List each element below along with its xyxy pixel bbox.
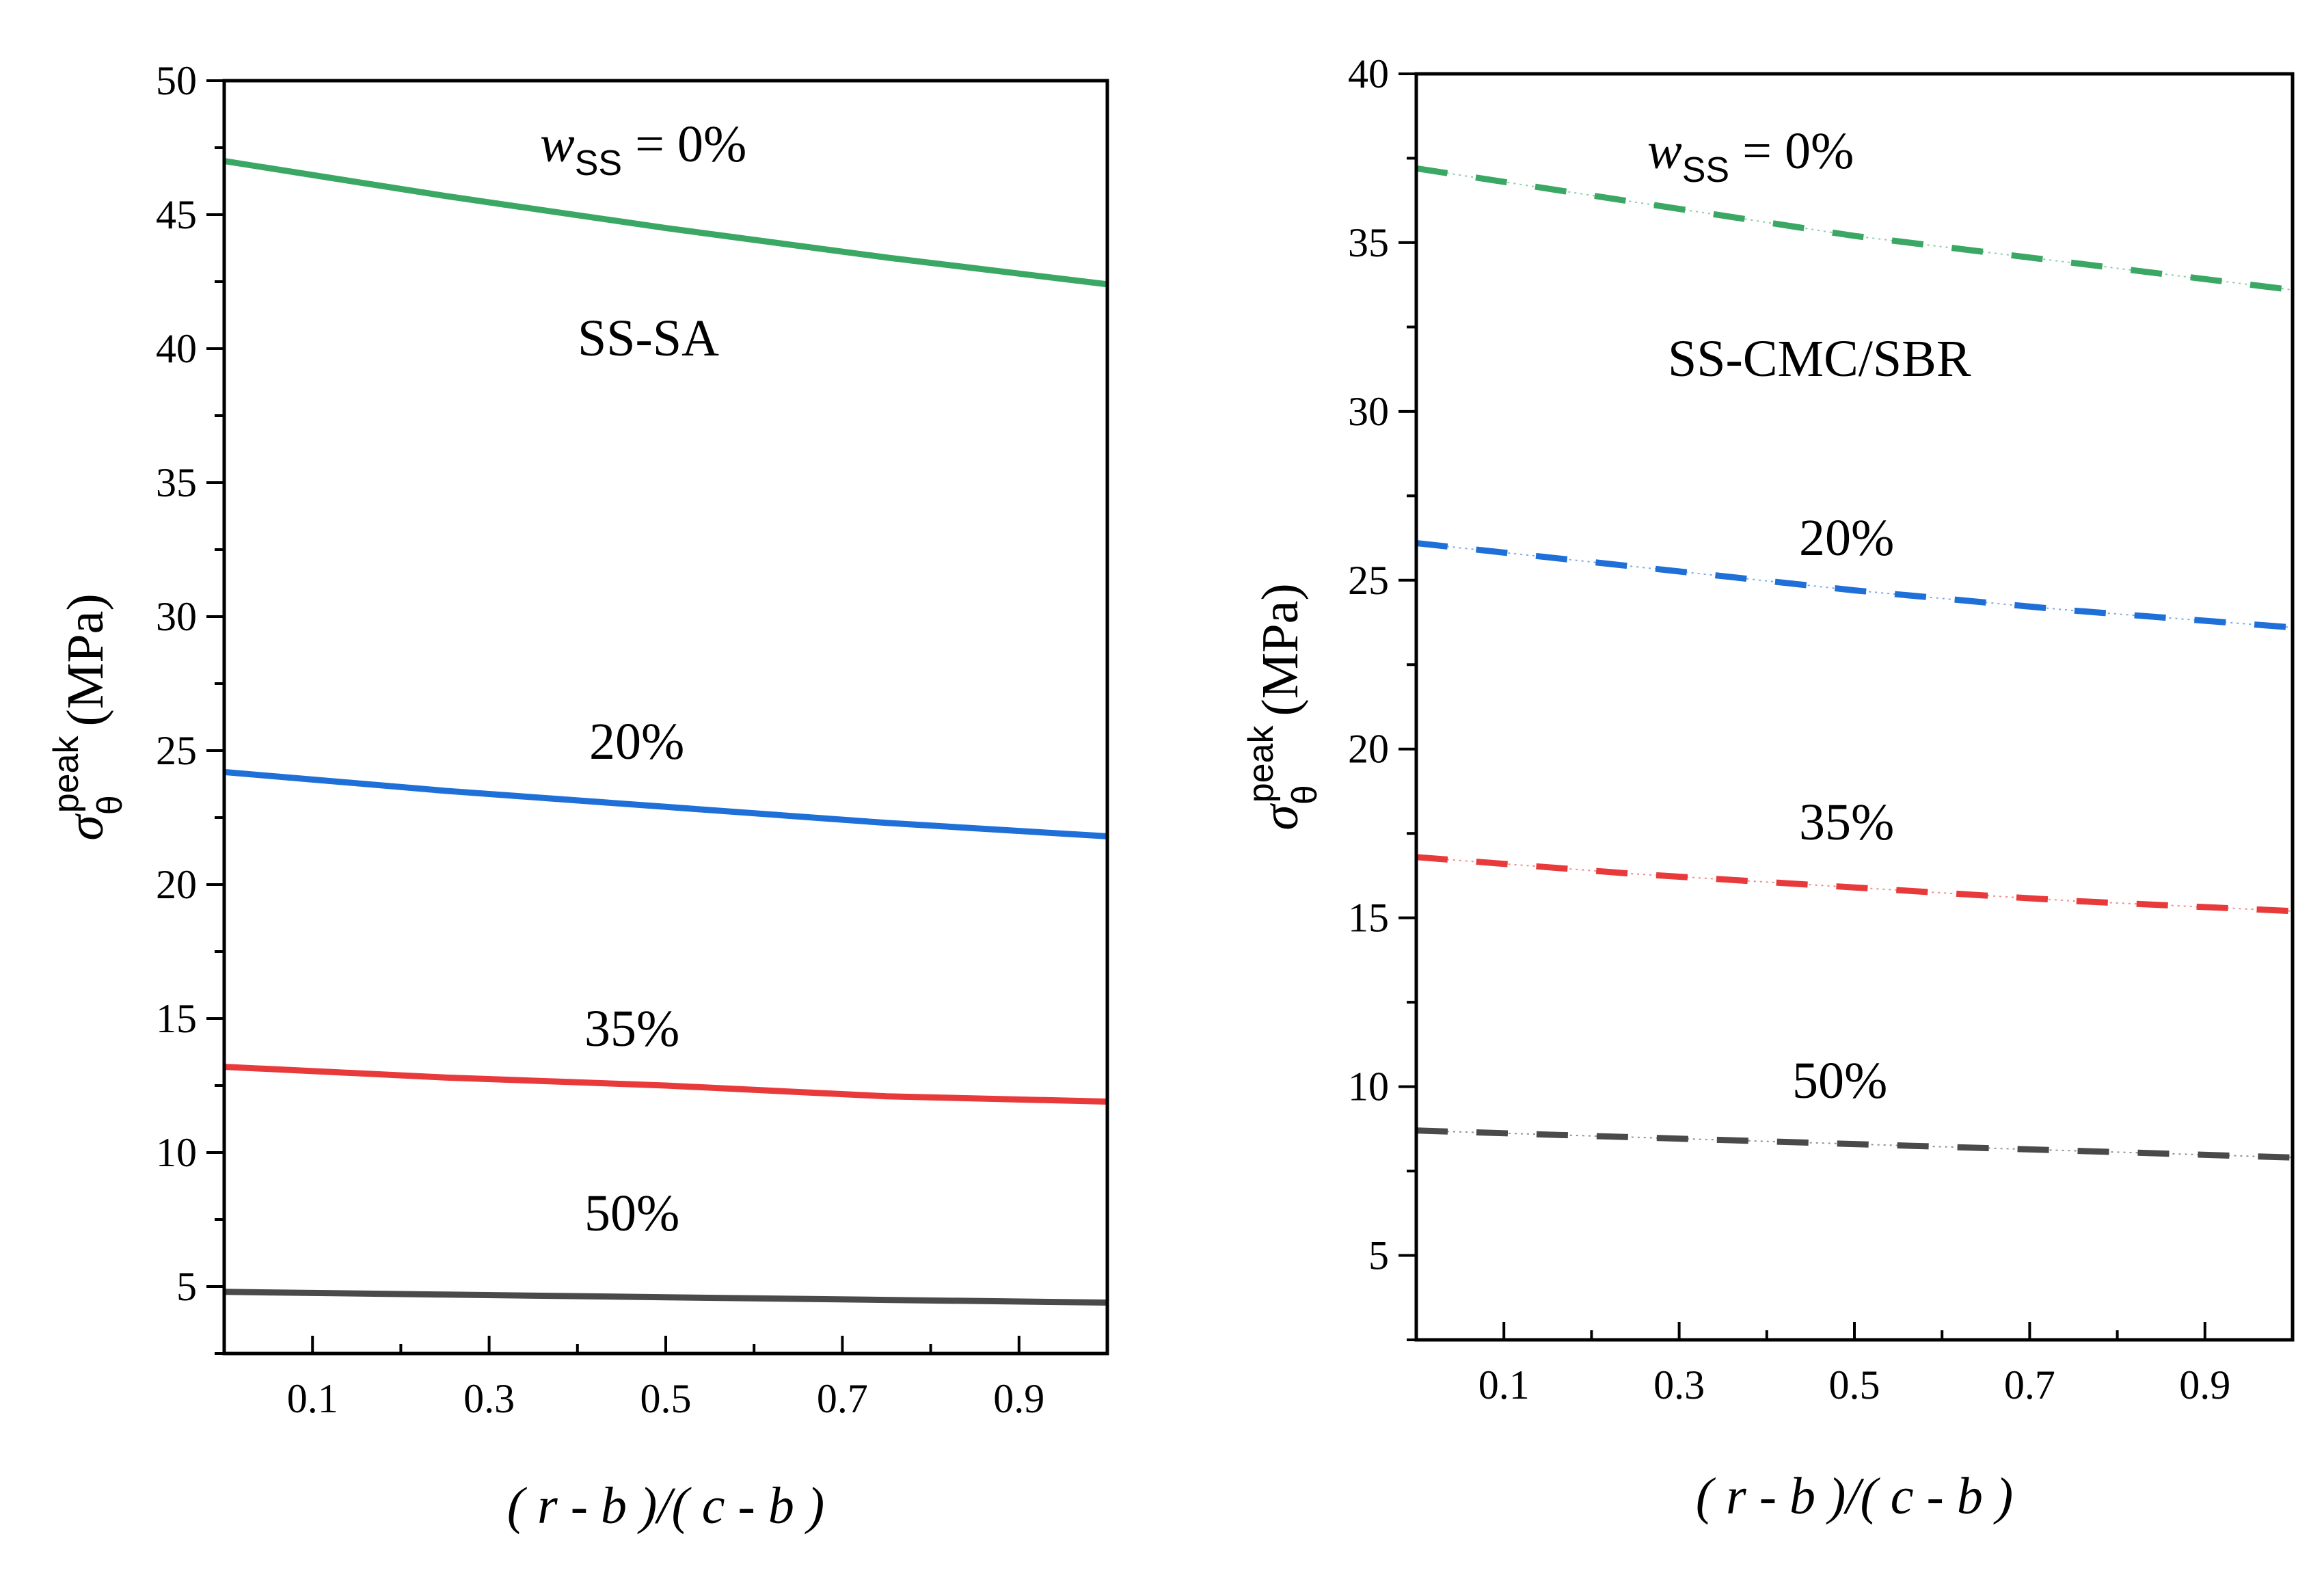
left-label-50: 50%: [584, 1185, 679, 1242]
left-ytick-label-7: 40: [156, 326, 197, 371]
right-ytick-label-1: 10: [1348, 1064, 1389, 1109]
left-xtick-label-2: 0.5: [640, 1376, 692, 1421]
right-xtick-label-4: 0.9: [2179, 1362, 2230, 1408]
left-xtick-label-3: 0.7: [817, 1376, 868, 1421]
right-y-axis-title: σθpeak (MPa): [1241, 583, 1325, 830]
right-xtick-label-2: 0.5: [1829, 1362, 1880, 1408]
left-panel: 0.1 0.3 0.5 0.7 0.9 5 10 15 20 25 30 35 40 45 50 ( r -…: [46, 58, 1109, 1535]
left-ylabel-sub: θ: [90, 795, 130, 815]
left-ylabel-unit: (MPa): [57, 593, 114, 726]
left-xtick-label-0: 0.1: [287, 1376, 338, 1421]
left-series-layer: [224, 158, 1108, 1306]
right-ytick-label-7: 40: [1348, 51, 1389, 96]
left-ytick-label-1: 10: [156, 1130, 197, 1175]
right-panel: 0.1 0.3 0.5 0.7 0.9 5 10 15 20 25 30 35 40 ( r - b )…: [1241, 51, 2295, 1525]
left-ytick-label-0: 5: [176, 1264, 197, 1309]
right-label-50: 50%: [1792, 1052, 1887, 1109]
right-ytick-label-6: 35: [1348, 220, 1389, 265]
left-y-axis-title: σθpeak (MPa): [46, 593, 130, 840]
right-xtick-label-3: 0.7: [2004, 1362, 2055, 1408]
right-series-50-line: [1416, 1127, 2293, 1161]
left-ylabel-symbol: σ: [57, 813, 114, 841]
right-ylabel-symbol: σ: [1252, 803, 1309, 831]
right-ticks-layer: 0.1 0.3 0.5 0.7 0.9 5 10 15 20 25 30 35 40: [1348, 51, 2230, 1408]
right-ylabel-sub: θ: [1285, 785, 1325, 805]
svg-text:σθpeak(MPa): σθpeak (MPa): [1241, 583, 1325, 830]
right-label-20: 20%: [1799, 509, 1894, 567]
left-ytick-label-4: 25: [156, 728, 197, 773]
right-x-axis-title: ( r - b )/( c - b ): [1696, 1468, 2013, 1525]
right-plot-frame: [1414, 72, 2295, 1342]
right-series-layer: [1416, 165, 2293, 1161]
right-ylabel-sup: peak: [1241, 725, 1281, 803]
left-material-label: SS-SA: [578, 310, 719, 367]
right-label-35: 35%: [1799, 794, 1894, 851]
left-xtick-label-4: 0.9: [993, 1376, 1044, 1421]
right-wss-label: wSS = 0%: [1647, 122, 1854, 190]
svg-text:σθpeak(MPa): σθpeak (MPa): [46, 593, 130, 840]
left-xtick-label-1: 0.3: [463, 1376, 515, 1421]
right-series-20-line: [1416, 540, 2293, 631]
left-series-50-line: [224, 1289, 1108, 1306]
right-ytick-label-4: 25: [1348, 558, 1389, 603]
left-series-0-line: [224, 158, 1108, 288]
left-x-axis-title: ( r - b )/( c - b ): [507, 1477, 824, 1535]
left-series-35-line: [224, 1064, 1108, 1105]
right-series-35-line: [1416, 854, 2293, 915]
right-ytick-label-3: 20: [1348, 727, 1389, 772]
left-ytick-label-9: 50: [156, 58, 197, 103]
left-series-20-line: [224, 768, 1108, 839]
right-xtick-label-0: 0.1: [1478, 1362, 1530, 1408]
right-series-0-line: [1416, 165, 2293, 293]
left-label-35: 35%: [584, 1000, 679, 1058]
left-wss-label: wSS = 0%: [540, 116, 746, 183]
left-ytick-label-8: 45: [156, 192, 197, 237]
right-ytick-label-2: 15: [1348, 896, 1389, 941]
right-xtick-label-1: 0.3: [1653, 1362, 1705, 1408]
left-label-20: 20%: [589, 713, 684, 770]
left-ytick-label-2: 15: [156, 996, 197, 1041]
right-ytick-label-0: 5: [1368, 1233, 1389, 1278]
right-ytick-label-5: 30: [1348, 389, 1389, 434]
right-ylabel-unit: (MPa): [1252, 583, 1309, 716]
left-ytick-label-3: 20: [156, 862, 197, 907]
left-ytick-label-6: 35: [156, 460, 197, 505]
left-ylabel-sup: peak: [46, 736, 86, 813]
left-ytick-label-5: 30: [156, 594, 197, 639]
right-material-label: SS-CMC/SBR: [1668, 330, 1971, 388]
left-ticks-layer: 0.1 0.3 0.5 0.7 0.9 5 10 15 20 25 30 35 40 45 50: [156, 58, 1044, 1421]
